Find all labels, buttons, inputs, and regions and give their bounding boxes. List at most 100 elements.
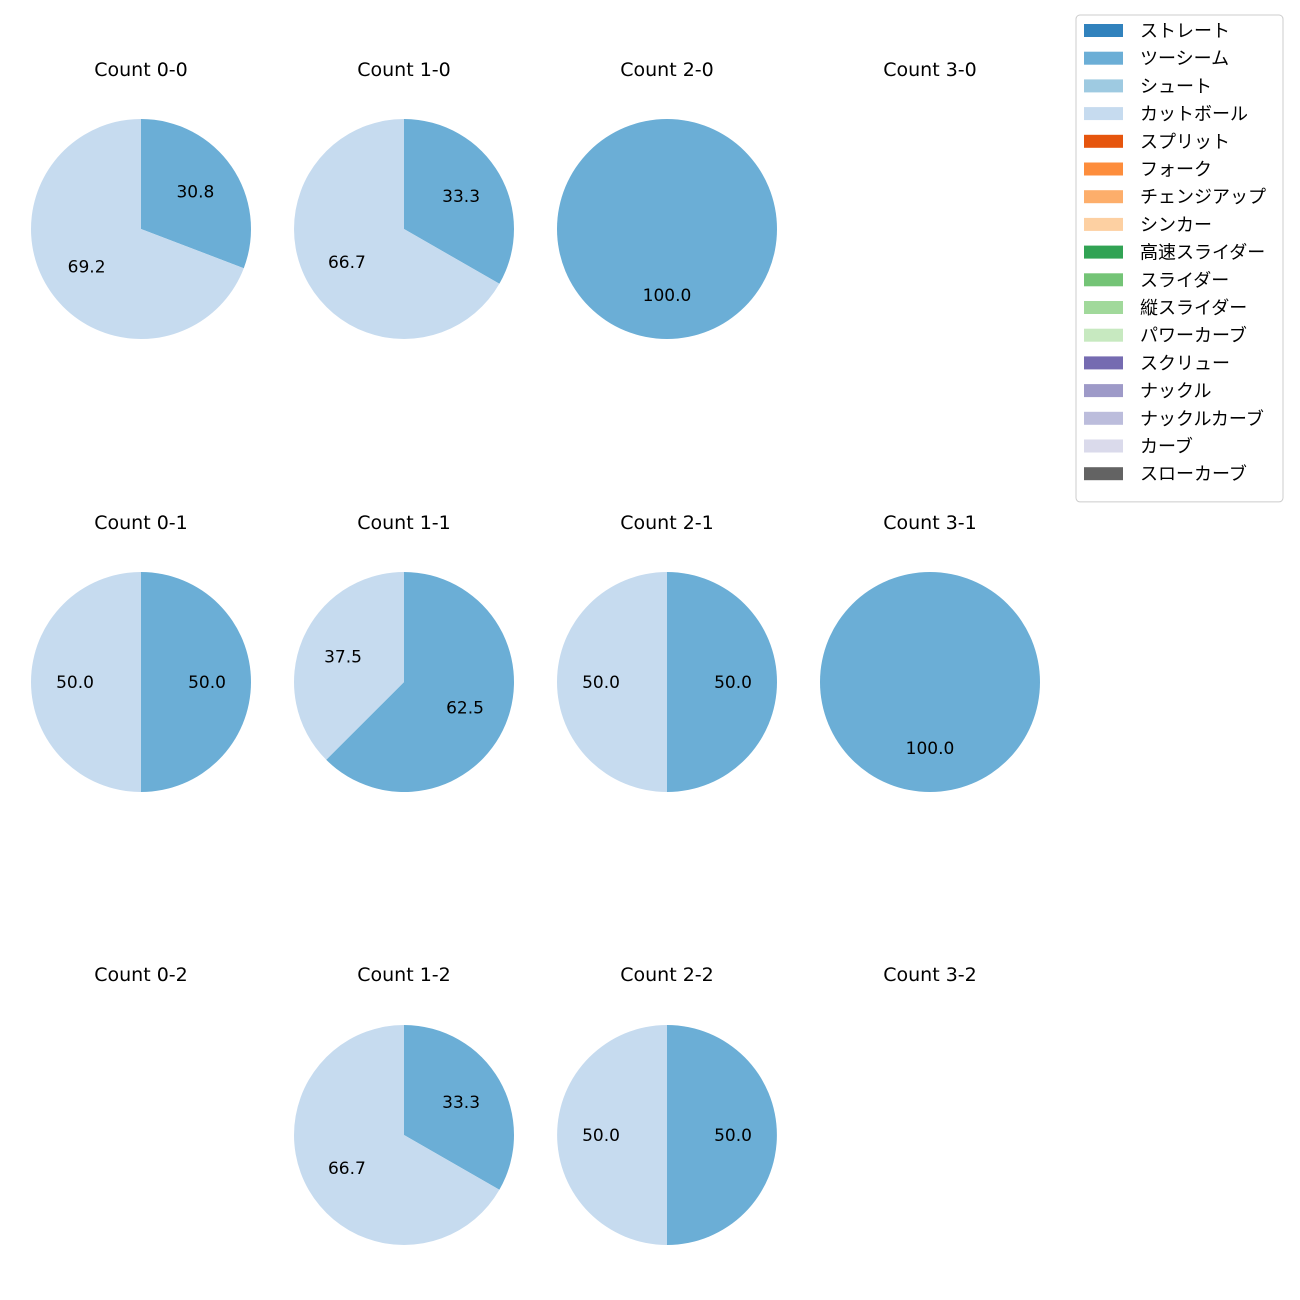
legend-swatch bbox=[1084, 328, 1123, 342]
legend-swatch bbox=[1084, 467, 1123, 481]
legend-item: 縦スライダー bbox=[1084, 298, 1247, 319]
legend-label: スクリュー bbox=[1140, 353, 1230, 374]
legend-item: ナックルカーブ bbox=[1084, 408, 1264, 430]
legend-item: カットボール bbox=[1084, 104, 1248, 125]
legend: ストレートツーシームシュートカットボールスプリットフォークチェンジアップシンカー… bbox=[1075, 14, 1284, 503]
legend-item: スプリット bbox=[1084, 132, 1230, 153]
legend-item: 高速スライダー bbox=[1084, 243, 1265, 264]
pie-chart-title: Count 1-0 bbox=[357, 59, 451, 81]
pie-slice-percent-label: 50.0 bbox=[582, 673, 620, 693]
pie-chart-4: Count 3-0 bbox=[883, 59, 977, 81]
pie-slice bbox=[31, 119, 244, 339]
pie-slice bbox=[294, 1025, 500, 1245]
pie-slice-percent-label: 100.0 bbox=[643, 286, 692, 306]
legend-item: ナックル bbox=[1084, 381, 1211, 402]
pie-slice bbox=[557, 119, 777, 339]
pie-chart-title: Count 2-1 bbox=[620, 512, 714, 534]
pie-slice-percent-label: 50.0 bbox=[56, 673, 94, 693]
pie-slice bbox=[820, 572, 1040, 792]
legend-item: スライダー bbox=[1084, 270, 1229, 291]
pie-slice-percent-label: 50.0 bbox=[714, 673, 752, 693]
legend-swatch bbox=[1084, 51, 1123, 65]
pie-slice bbox=[557, 572, 667, 792]
legend-label: 高速スライダー bbox=[1140, 243, 1265, 264]
legend-swatch bbox=[1084, 134, 1123, 148]
legend-item: パワーカーブ bbox=[1084, 325, 1247, 347]
pie-chart-12: Count 3-2 bbox=[883, 964, 977, 986]
legend-label: スライダー bbox=[1140, 270, 1229, 291]
pie-slice-percent-label: 50.0 bbox=[582, 1126, 620, 1146]
legend-label: 縦スライダー bbox=[1140, 298, 1247, 319]
legend-label: スプリット bbox=[1140, 132, 1230, 153]
legend-item: シンカー bbox=[1084, 215, 1212, 236]
legend-label: ストレート bbox=[1140, 21, 1230, 42]
pie-chart-2: Count 1-0 33.3 66.7 bbox=[294, 59, 515, 339]
pie-slice-percent-label: 100.0 bbox=[906, 739, 955, 759]
legend-label: ナックル bbox=[1140, 381, 1211, 402]
legend-swatch bbox=[1084, 301, 1123, 314]
pie-slice bbox=[667, 1025, 777, 1245]
legend-label: スローカーブ bbox=[1140, 463, 1247, 485]
pie-chart-6: Count 1-1 62.5 37.5 bbox=[294, 512, 515, 792]
legend-frame bbox=[1075, 14, 1284, 503]
pie-chart-title: Count 3-0 bbox=[883, 59, 977, 81]
legend-item: フォーク bbox=[1084, 160, 1212, 181]
legend-swatch bbox=[1084, 273, 1123, 287]
legend-swatch bbox=[1084, 162, 1123, 176]
pie-chart-10: Count 1-2 33.3 66.7 bbox=[294, 964, 515, 1245]
legend-swatch bbox=[1084, 24, 1123, 37]
legend-swatch bbox=[1084, 190, 1123, 204]
legend-label: チェンジアップ bbox=[1140, 187, 1266, 208]
legend-item: スローカーブ bbox=[1084, 463, 1247, 485]
pie-slice-percent-label: 50.0 bbox=[188, 673, 226, 693]
pie-slice bbox=[294, 119, 500, 339]
pie-chart-title: Count 1-1 bbox=[357, 512, 451, 534]
pie-chart-title: Count 0-0 bbox=[94, 59, 188, 81]
pie-slice bbox=[667, 572, 777, 792]
pie-chart-3: Count 2-0 100.0 bbox=[557, 59, 777, 339]
pie-slice-percent-label: 37.5 bbox=[324, 648, 362, 668]
pie-slice-percent-label: 66.7 bbox=[328, 253, 366, 273]
legend-label: フォーク bbox=[1140, 160, 1212, 181]
legend-item: チェンジアップ bbox=[1084, 187, 1266, 208]
pie-chart-11: Count 2-2 50.0 50.0 bbox=[557, 964, 777, 1245]
legend-swatch bbox=[1084, 439, 1123, 453]
legend-swatch bbox=[1084, 79, 1123, 93]
legend-label: ツーシーム bbox=[1140, 49, 1229, 70]
pie-slice bbox=[141, 119, 252, 269]
pie-chart-title: Count 0-2 bbox=[94, 964, 188, 986]
legend-label: パワーカーブ bbox=[1140, 325, 1247, 347]
pie-slice-percent-label: 62.5 bbox=[446, 698, 484, 718]
legend-label: ナックルカーブ bbox=[1140, 408, 1264, 430]
pie-slice-percent-label: 69.2 bbox=[68, 257, 106, 277]
pie-chart-1: Count 0-0 30.8 69.2 bbox=[31, 59, 252, 339]
legend-label: シンカー bbox=[1140, 215, 1212, 236]
pie-slice bbox=[326, 572, 515, 792]
legend-swatch bbox=[1084, 245, 1123, 259]
pie-slice bbox=[31, 572, 141, 792]
pie-slice-percent-label: 50.0 bbox=[714, 1126, 752, 1146]
pie-chart-title: Count 3-2 bbox=[883, 964, 977, 986]
pie-chart-title: Count 2-2 bbox=[620, 964, 714, 986]
legend-item: シュート bbox=[1084, 76, 1212, 97]
legend-item: ストレート bbox=[1084, 21, 1230, 42]
legend-swatch bbox=[1084, 107, 1123, 121]
legend-swatch bbox=[1084, 384, 1123, 398]
pie-chart-5: Count 0-1 50.0 50.0 bbox=[31, 512, 251, 792]
pie-slice-percent-label: 30.8 bbox=[176, 183, 214, 203]
pie-chart-title: Count 0-1 bbox=[94, 512, 188, 534]
pie-slice bbox=[404, 1025, 515, 1190]
pie-slice bbox=[294, 572, 404, 760]
pie-chart-title: Count 1-2 bbox=[357, 964, 451, 986]
pie-slice-percent-label: 33.3 bbox=[442, 187, 480, 207]
pie-chart-9: Count 0-2 bbox=[94, 964, 188, 986]
legend-item: ツーシーム bbox=[1084, 49, 1229, 70]
pie-slice bbox=[557, 1025, 667, 1245]
legend-label: カーブ bbox=[1140, 436, 1193, 458]
pie-slice-percent-label: 66.7 bbox=[328, 1159, 366, 1179]
legend-item: カーブ bbox=[1084, 436, 1193, 458]
pie-chart-title: Count 3-1 bbox=[883, 512, 977, 534]
pie-chart-title: Count 2-0 bbox=[620, 59, 714, 81]
